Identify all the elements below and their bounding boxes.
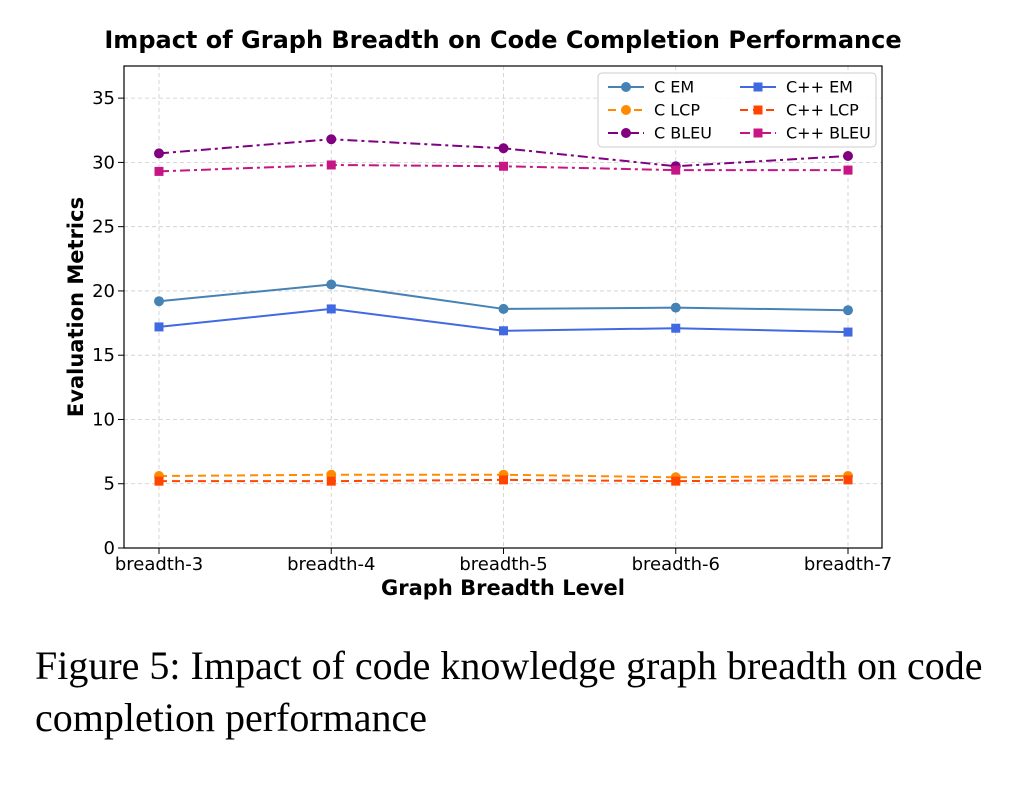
legend-marker bbox=[753, 128, 763, 138]
data-point bbox=[843, 475, 853, 485]
data-point bbox=[154, 476, 164, 486]
chart: Impact of Graph Breadth on Code Completi… bbox=[64, 26, 902, 600]
data-point bbox=[671, 476, 681, 486]
x-tick-label: breadth-5 bbox=[459, 554, 547, 575]
legend-marker bbox=[753, 82, 763, 92]
legend-label: C++ EM bbox=[786, 78, 853, 97]
chart-svg: Impact of Graph Breadth on Code Completi… bbox=[64, 26, 902, 600]
data-point bbox=[843, 327, 853, 337]
ticks: 0 5 10 15 20 25 30 35 breadth-3 breadth-4 breadth-… bbox=[92, 88, 892, 575]
data-point bbox=[499, 475, 508, 485]
x-tick-label: breadth-6 bbox=[632, 554, 720, 575]
legend-marker bbox=[753, 105, 763, 115]
legend-marker bbox=[621, 105, 631, 115]
legend-item: C++ BLEU bbox=[740, 124, 871, 143]
data-point bbox=[154, 296, 164, 307]
legend-marker bbox=[621, 82, 631, 92]
y-tick-label: 25 bbox=[92, 217, 115, 238]
data-point bbox=[499, 326, 508, 336]
x-tick-label: breadth-3 bbox=[115, 554, 203, 575]
data-point bbox=[670, 302, 681, 313]
data-point bbox=[326, 304, 336, 314]
data-point bbox=[671, 323, 681, 333]
data-point bbox=[498, 303, 509, 314]
y-tick-label: 0 bbox=[104, 538, 115, 559]
data-point bbox=[671, 165, 681, 175]
legend-label: C LCP bbox=[654, 101, 700, 120]
series-cpp-em bbox=[154, 304, 853, 337]
legend-label: C BLEU bbox=[654, 124, 712, 143]
data-point bbox=[154, 148, 164, 159]
data-point bbox=[326, 134, 337, 145]
legend-label: C++ BLEU bbox=[786, 124, 871, 143]
y-axis-label: Evaluation Metrics bbox=[64, 197, 88, 417]
legend-item: C++ EM bbox=[740, 78, 853, 97]
data-point bbox=[499, 161, 508, 171]
figure-caption: Figure 5: Impact of code knowledge graph… bbox=[35, 643, 983, 740]
legend-label: C EM bbox=[654, 78, 694, 97]
legend-item: C EM bbox=[608, 78, 694, 97]
x-tick-label: breadth-7 bbox=[804, 554, 892, 575]
series-layer bbox=[154, 134, 853, 486]
legend-item: C LCP bbox=[608, 101, 700, 120]
y-tick-label: 15 bbox=[92, 345, 115, 366]
y-tick-label: 35 bbox=[92, 88, 115, 109]
series-c-em bbox=[154, 279, 853, 316]
legend-box bbox=[597, 72, 877, 148]
x-axis-label: Graph Breadth Level bbox=[381, 576, 625, 600]
y-tick-label: 30 bbox=[92, 152, 115, 173]
series-cpp-lcp bbox=[154, 475, 853, 486]
data-point bbox=[498, 143, 509, 154]
data-point bbox=[843, 150, 853, 161]
chart-title: Impact of Graph Breadth on Code Completi… bbox=[104, 26, 901, 54]
legend: C EM C LCP C BLEU C++ EM C++ LCP C++ BLEU bbox=[597, 72, 877, 148]
data-point bbox=[843, 305, 853, 316]
data-point bbox=[154, 166, 164, 176]
x-tick-label: breadth-4 bbox=[287, 554, 375, 575]
data-point bbox=[326, 279, 337, 290]
y-tick-label: 5 bbox=[104, 474, 115, 495]
series-c-bleu bbox=[154, 134, 853, 172]
data-point bbox=[154, 322, 164, 332]
data-point bbox=[326, 160, 336, 170]
legend-marker bbox=[621, 128, 631, 138]
y-tick-label: 10 bbox=[92, 409, 115, 430]
legend-item: C++ LCP bbox=[740, 101, 859, 120]
legend-label: C++ LCP bbox=[786, 101, 859, 120]
data-point bbox=[326, 476, 336, 486]
y-tick-label: 20 bbox=[92, 281, 115, 302]
data-point bbox=[843, 165, 853, 175]
legend-item: C BLEU bbox=[608, 124, 712, 143]
series-cpp-bleu bbox=[154, 160, 853, 176]
